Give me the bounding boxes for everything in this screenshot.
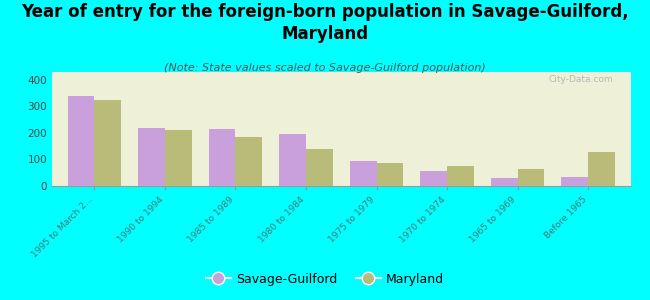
Text: (Note: State values scaled to Savage-Guilford population): (Note: State values scaled to Savage-Gui…: [164, 63, 486, 73]
Bar: [491, 178, 517, 186]
Bar: [209, 129, 235, 186]
Bar: [235, 137, 262, 186]
Bar: [421, 171, 447, 186]
Text: Year of entry for the foreign-born population in Savage-Guilford,
Maryland: Year of entry for the foreign-born popul…: [21, 3, 629, 43]
Bar: [165, 130, 192, 186]
Bar: [517, 169, 545, 186]
Bar: [562, 177, 588, 186]
Bar: [94, 100, 121, 186]
Bar: [306, 149, 333, 186]
Bar: [447, 166, 474, 186]
Bar: [376, 164, 404, 186]
Bar: [138, 128, 165, 186]
Bar: [279, 134, 306, 186]
Bar: [68, 96, 94, 186]
Legend: Savage-Guilford, Maryland: Savage-Guilford, Maryland: [201, 268, 449, 291]
Bar: [350, 161, 376, 186]
Bar: [588, 152, 615, 186]
Text: City-Data.com: City-Data.com: [549, 75, 613, 84]
